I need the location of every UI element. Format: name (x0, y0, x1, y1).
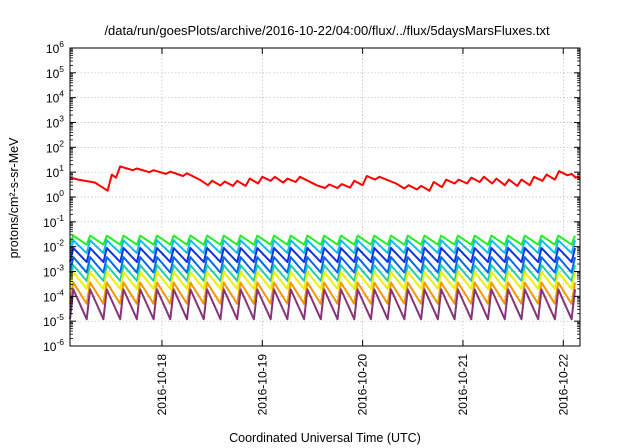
y-tick-exponent: 3 (59, 114, 64, 124)
y-tick-exponent: -6 (56, 337, 64, 347)
y-axis-label: protons/cm²-s-sr-MeV (7, 137, 21, 259)
y-tick-label: 106 (46, 39, 64, 56)
y-tick-exponent: 6 (59, 39, 64, 49)
x-tick-label: 2016-10-21 (456, 354, 470, 416)
y-tick-base: 10 (46, 166, 60, 180)
series-line-5 (69, 256, 576, 274)
y-tick-base: 10 (46, 67, 60, 81)
series-line-1 (69, 165, 581, 192)
x-tick-label: 2016-10-20 (356, 354, 370, 416)
x-axis-label: Coordinated Universal Time (UTC) (229, 431, 421, 445)
y-tick-base: 10 (46, 191, 60, 205)
y-tick-base: 10 (43, 216, 57, 230)
y-tick-exponent: -3 (56, 263, 64, 273)
y-tick-label: 103 (46, 114, 64, 131)
y-tick-base: 10 (46, 141, 60, 155)
y-tick-base: 10 (43, 340, 57, 354)
series-layer (69, 165, 581, 321)
y-tick-exponent: 4 (59, 89, 64, 99)
series-line-2 (69, 234, 576, 246)
series-line-4 (69, 247, 576, 264)
y-tick-exponent: 1 (59, 163, 64, 173)
y-tick-label: 10-1 (43, 213, 64, 230)
chart-title: /data/run/goesPlots/archive/2016-10-22/0… (104, 23, 550, 38)
y-tick-base: 10 (43, 315, 57, 329)
y-tick-exponent: -4 (56, 287, 64, 297)
y-axis-label-text: protons/cm²-s-sr-MeV (7, 137, 21, 259)
y-tick-exponent: -5 (56, 312, 64, 322)
series-line-6 (69, 264, 576, 282)
x-axis: 2016-10-18 2016-10-19 2016-10-20 2016-10-21… (155, 48, 570, 415)
series-line-7 (69, 271, 576, 290)
y-tick-exponent: -1 (56, 213, 64, 223)
y-tick-label: 10-4 (43, 287, 64, 304)
y-tick-base: 10 (43, 266, 57, 280)
y-tick-label: 10-2 (43, 238, 64, 255)
y-tick-label: 101 (46, 163, 64, 180)
series-line-3 (69, 239, 576, 255)
y-tick-label: 10-6 (43, 337, 64, 354)
x-tick-label: 2016-10-18 (155, 354, 169, 416)
y-tick-base: 10 (43, 241, 57, 255)
y-tick-label: 104 (46, 89, 64, 106)
y-tick-exponent: 2 (59, 138, 64, 148)
y-axis: 10-610-510-410-310-210-11001011021031041… (43, 39, 580, 354)
y-tick-base: 10 (46, 42, 60, 56)
series-line-8 (69, 281, 576, 305)
x-tick-label: 2016-10-22 (556, 354, 570, 416)
y-tick-base: 10 (43, 290, 57, 304)
y-tick-base: 10 (46, 117, 60, 131)
y-tick-exponent: -2 (56, 238, 64, 248)
y-tick-base: 10 (46, 92, 60, 106)
y-tick-label: 10-3 (43, 263, 64, 280)
x-tick-label: 2016-10-19 (255, 354, 269, 416)
y-tick-label: 105 (46, 64, 64, 81)
series-line-9 (69, 288, 576, 321)
y-tick-exponent: 0 (59, 188, 64, 198)
y-tick-exponent: 5 (59, 64, 64, 74)
y-tick-label: 10-5 (43, 312, 64, 329)
y-tick-label: 102 (46, 138, 64, 155)
y-tick-label: 100 (46, 188, 64, 205)
